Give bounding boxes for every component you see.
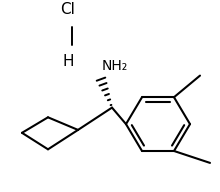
Text: H: H	[62, 54, 74, 69]
Text: NH₂: NH₂	[102, 59, 128, 73]
Text: Cl: Cl	[61, 2, 75, 17]
